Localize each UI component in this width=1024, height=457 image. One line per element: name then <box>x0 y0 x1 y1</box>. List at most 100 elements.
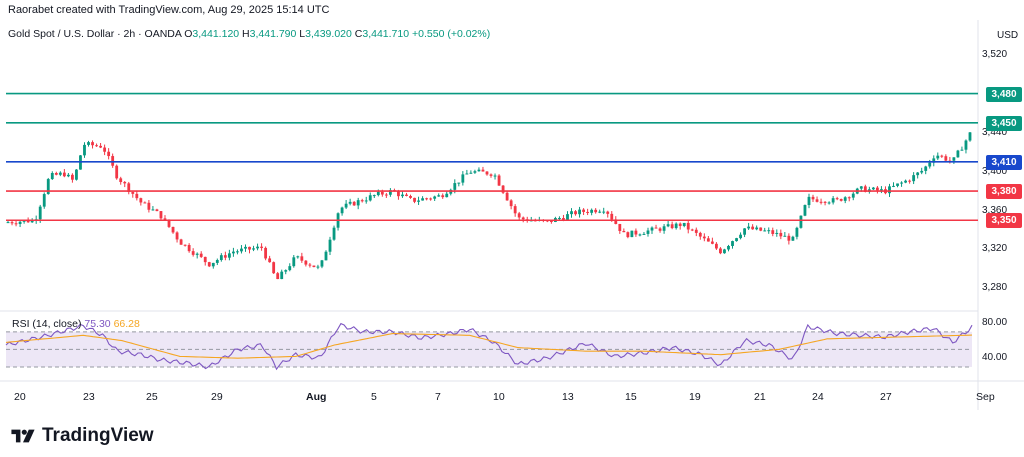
rsi-ma-value: 66.28 <box>113 318 140 330</box>
candle-body <box>521 217 525 220</box>
price-tick-label: 3,280 <box>982 282 1008 294</box>
candle-body <box>791 236 795 241</box>
candle-body <box>348 201 352 204</box>
candle-body <box>819 201 823 203</box>
candle-body <box>413 197 416 202</box>
candle-body <box>626 232 630 238</box>
candle-body <box>143 202 147 204</box>
candle-body <box>280 271 284 280</box>
candle-body <box>594 209 598 213</box>
candle-body <box>715 243 718 249</box>
time-tick-label: 10 <box>493 391 505 403</box>
time-tick-label: 23 <box>83 391 95 403</box>
candle-body <box>731 241 734 246</box>
candle-body <box>803 205 807 216</box>
candle-body <box>340 207 344 214</box>
candle-body <box>6 222 10 224</box>
low-key: L <box>299 28 306 40</box>
candle-body <box>115 165 119 179</box>
candle-body <box>244 246 247 249</box>
candle-body <box>558 218 561 220</box>
candle-body <box>211 262 215 267</box>
candle-body <box>642 233 646 235</box>
candle-body <box>694 229 698 233</box>
candle-body <box>163 218 167 220</box>
candle-body <box>908 180 912 182</box>
candle-body <box>952 157 956 161</box>
candle-body <box>195 253 199 255</box>
credit-text: Raorabet created with TradingView.com, A… <box>8 4 330 16</box>
candle-body <box>735 238 738 242</box>
candle-body <box>260 246 263 248</box>
time-tick-label: 15 <box>625 391 637 403</box>
candle-body <box>871 187 875 190</box>
open-value: 3,441.120 <box>192 28 240 40</box>
candle-body <box>912 175 916 182</box>
candle-body <box>634 230 638 235</box>
candle-body <box>787 235 791 241</box>
candle-body <box>650 227 654 231</box>
candle-body <box>147 202 151 210</box>
candle-body <box>227 253 231 258</box>
candle-body <box>368 195 372 201</box>
candle-body <box>191 251 195 255</box>
tradingview-logo-icon <box>11 429 35 443</box>
candle-body <box>425 198 429 200</box>
candle-body <box>107 151 111 157</box>
candle-body <box>179 239 183 245</box>
close-value: 3,441.710 <box>362 28 410 40</box>
candle-body <box>900 182 903 184</box>
candle-body <box>823 201 827 203</box>
candle-body <box>876 187 879 191</box>
close-key: C <box>354 28 363 40</box>
candle-body <box>505 192 509 201</box>
tradingview-logo[interactable]: TradingView <box>8 425 154 447</box>
candle-body <box>666 224 670 227</box>
candle-body <box>111 156 115 166</box>
time-tick-label: 21 <box>754 391 766 403</box>
candle-body <box>706 238 710 242</box>
time-tick-label: Aug <box>306 391 327 403</box>
candle-body <box>497 175 501 186</box>
candle-body <box>582 209 585 212</box>
candle-body <box>702 236 706 239</box>
candle-body <box>654 227 658 229</box>
candle-body <box>38 206 42 220</box>
candle-body <box>292 257 296 267</box>
price-tick-label: 3,520 <box>982 48 1008 60</box>
candle-body <box>42 194 46 207</box>
candle-body <box>175 232 179 240</box>
time-tick-label: 19 <box>689 391 701 403</box>
candle-body <box>896 183 899 186</box>
credit-bar: Raorabet created with TradingView.com, A… <box>0 0 1024 20</box>
rsi-label[interactable]: RSI (14, close) <box>12 318 82 330</box>
candle-body <box>775 232 779 234</box>
level-price-tag: 3,450 <box>986 115 1022 131</box>
candle-body <box>62 172 66 177</box>
candle-body <box>437 195 441 197</box>
candle-body <box>622 230 626 233</box>
brand-name: TradingView <box>42 425 154 446</box>
candle-body <box>928 162 932 167</box>
candle-body <box>932 158 936 163</box>
candle-body <box>308 264 312 266</box>
candle-body <box>376 191 380 196</box>
candle-body <box>252 248 255 250</box>
candle-body <box>831 198 835 203</box>
symbol-name[interactable]: Gold Spot / U.S. Dollar · 2h · OANDA <box>8 28 182 40</box>
candle-body <box>151 209 155 211</box>
candle-body <box>574 211 577 215</box>
time-tick-label: 13 <box>562 391 574 403</box>
candle-body <box>610 213 614 220</box>
candle-body <box>304 260 308 265</box>
candle-body <box>312 265 316 268</box>
candle-body <box>409 196 412 198</box>
candle-body <box>815 199 819 202</box>
candle-body <box>10 222 14 224</box>
candle-body <box>783 235 787 237</box>
candle-body <box>288 266 292 271</box>
candle-body <box>747 226 751 229</box>
candle-body <box>811 196 815 200</box>
candle-body <box>586 211 590 213</box>
